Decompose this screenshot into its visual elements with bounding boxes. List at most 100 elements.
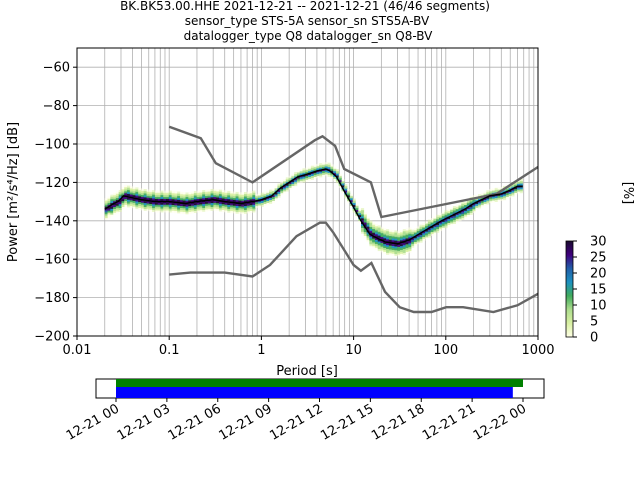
density-cell xyxy=(486,197,490,201)
density-cell xyxy=(168,209,172,213)
density-cell xyxy=(402,252,406,255)
density-cell xyxy=(266,194,270,198)
density-cell xyxy=(427,221,431,225)
density-cell xyxy=(338,179,342,183)
time-tick-label: 12-21 15 xyxy=(318,401,376,443)
colorbar-label: [%] xyxy=(620,182,635,205)
density-cell xyxy=(118,209,122,212)
density-cell xyxy=(438,226,443,230)
density-cell xyxy=(433,222,437,225)
density-cell xyxy=(113,196,117,200)
density-cell xyxy=(394,253,398,257)
density-cell xyxy=(244,199,248,203)
density-cell xyxy=(383,241,387,245)
density-cell xyxy=(244,197,248,201)
density-cell xyxy=(113,208,117,211)
density-cell xyxy=(372,241,376,245)
density-cell xyxy=(330,175,334,179)
density-cell xyxy=(263,195,267,199)
low-noise-model-line xyxy=(169,221,539,314)
density-cell xyxy=(461,207,465,211)
density-cell xyxy=(372,226,376,229)
density-cell xyxy=(308,170,312,174)
density-cell xyxy=(397,236,401,240)
density-cell xyxy=(408,246,412,250)
density-cell xyxy=(163,202,167,205)
density-cell xyxy=(210,200,214,204)
density-cell xyxy=(127,200,131,204)
density-cell xyxy=(408,235,412,238)
density-cell xyxy=(154,194,158,198)
density-cell xyxy=(107,206,111,209)
density-cell xyxy=(160,207,164,211)
density-cell xyxy=(143,200,147,204)
density-cell xyxy=(402,229,406,232)
time-tick-label: 12-21 18 xyxy=(369,401,427,443)
density-cell xyxy=(193,194,197,198)
density-cell xyxy=(397,250,401,253)
density-cell xyxy=(438,218,443,222)
density-cell xyxy=(388,252,392,256)
density-cell xyxy=(143,196,147,200)
density-cell xyxy=(127,199,131,202)
density-cell xyxy=(140,207,145,211)
density-cell xyxy=(430,233,434,236)
density-cell xyxy=(232,205,236,208)
density-cell xyxy=(179,205,184,208)
density-cell xyxy=(388,237,392,240)
density-cell xyxy=(196,209,200,213)
density-cell xyxy=(241,209,245,213)
density-cell xyxy=(257,195,262,198)
density-cell xyxy=(324,163,328,167)
density-cell xyxy=(433,231,437,235)
density-cell xyxy=(152,203,156,207)
density-cell xyxy=(174,198,178,202)
density-cell xyxy=(419,230,423,234)
density-cell xyxy=(241,196,245,199)
y-tick-label: −180 xyxy=(34,291,70,306)
density-cell xyxy=(511,186,515,189)
density-cell xyxy=(422,228,426,232)
density-cell xyxy=(113,198,117,202)
x-tick-label: 1 xyxy=(257,343,265,358)
density-cell xyxy=(397,234,401,238)
density-cell xyxy=(316,163,320,167)
density-cell xyxy=(224,196,228,199)
density-cell xyxy=(464,213,468,217)
density-cell xyxy=(140,192,145,196)
density-cell xyxy=(500,190,504,194)
density-cell xyxy=(177,193,181,197)
density-cell xyxy=(182,194,186,197)
density-cell xyxy=(196,192,200,196)
density-cell xyxy=(196,202,200,205)
density-cell xyxy=(224,209,228,213)
density-cell xyxy=(157,190,161,194)
density-cell xyxy=(372,222,376,226)
density-cell xyxy=(260,194,264,198)
density-cell xyxy=(152,209,156,212)
density-cell xyxy=(179,207,184,210)
density-cell xyxy=(168,192,172,196)
density-cell xyxy=(269,199,273,202)
density-cell xyxy=(244,192,248,195)
density-cell xyxy=(232,206,236,210)
density-cell xyxy=(377,244,381,248)
density-cell xyxy=(455,204,459,208)
density-cell xyxy=(296,172,301,175)
density-cell xyxy=(511,191,515,195)
density-cell xyxy=(218,203,223,206)
density-cell xyxy=(288,175,292,179)
density-cell xyxy=(174,195,178,198)
high-noise-model-line xyxy=(168,125,539,219)
density-cell xyxy=(221,190,225,193)
density-cell xyxy=(185,207,189,211)
density-cell xyxy=(238,211,242,215)
density-cell xyxy=(436,230,440,233)
density-cell xyxy=(363,221,367,225)
density-cell xyxy=(188,192,192,195)
density-cell xyxy=(458,214,462,218)
density-cell xyxy=(174,191,178,194)
density-cell xyxy=(277,185,281,189)
density-cell xyxy=(335,180,340,184)
density-cell xyxy=(171,198,175,202)
